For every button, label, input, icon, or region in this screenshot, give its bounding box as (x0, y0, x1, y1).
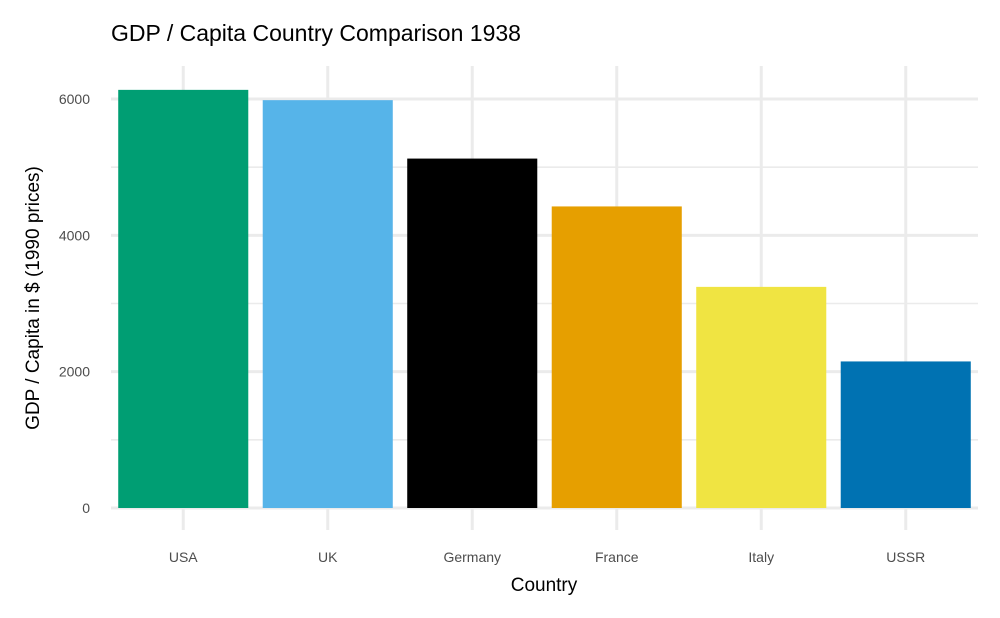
x-tick-label: Germany (443, 549, 501, 565)
x-tick-label: Italy (748, 549, 774, 565)
x-tick-label: USSR (886, 549, 925, 565)
bar-france (551, 206, 682, 508)
bar-usa (118, 89, 249, 509)
x-tick-label: France (595, 549, 639, 565)
y-axis-title: GDP / Capita in $ (1990 prices) (23, 166, 44, 430)
bar-uk (262, 100, 393, 508)
x-tick-label: USA (169, 549, 198, 565)
x-axis-title: Country (511, 575, 578, 596)
y-tick-label: 2000 (59, 364, 90, 380)
bar-germany (407, 158, 538, 508)
x-axis-ticks: USA UK Germany France Italy USSR (169, 549, 925, 565)
bar-italy (696, 286, 827, 508)
bars (118, 89, 971, 509)
y-tick-label: 4000 (59, 227, 90, 243)
y-tick-label: 6000 (59, 91, 90, 107)
chart-title: GDP / Capita Country Comparison 1938 (111, 20, 521, 46)
bar-ussr (840, 361, 971, 508)
y-tick-label: 0 (82, 500, 90, 516)
x-tick-label: UK (318, 549, 338, 565)
y-axis-ticks: 0 2000 4000 6000 (59, 91, 90, 516)
